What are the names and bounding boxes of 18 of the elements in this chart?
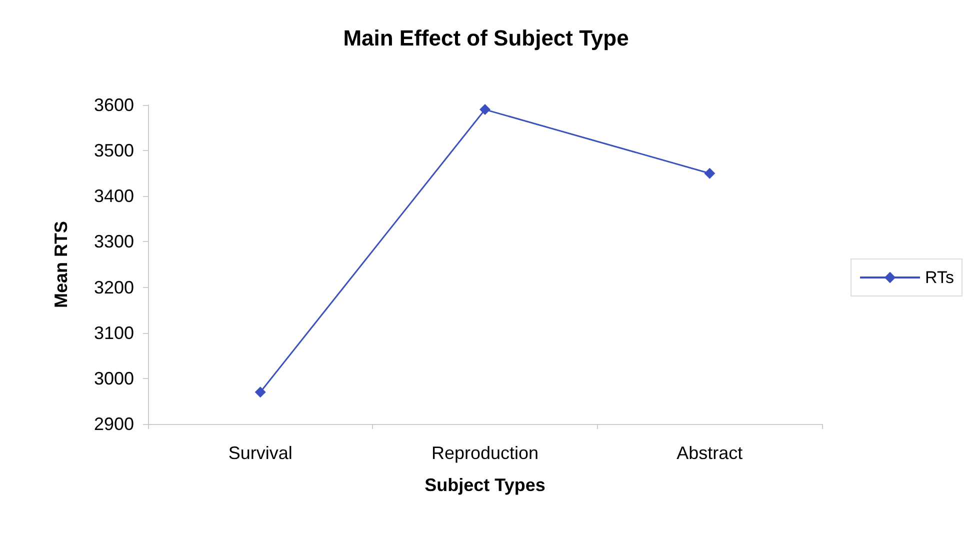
x-tick-label: Reproduction [431,443,539,463]
y-axis-title: Mean RTS [51,220,71,308]
y-tick-label: 2900 [94,414,134,434]
y-tick-label: 3200 [94,277,134,298]
point [704,168,716,179]
point [254,386,266,398]
legend-label: RTs [925,268,954,287]
chart-title: Main Effect of Subject Type [343,26,629,50]
y-tick-label: 3400 [94,186,134,206]
y-tick-label: 3100 [94,322,134,343]
y-tick-label: 3000 [94,368,134,388]
y-tick-label: 3500 [94,140,134,161]
x-tick-label: Abstract [676,443,743,463]
x-tick-label: Survival [228,443,292,463]
y-tick-label: 3600 [94,95,134,115]
x-axis-title: Subject Types [424,475,546,495]
y-tick-label: 3300 [94,232,134,252]
point [480,104,490,116]
